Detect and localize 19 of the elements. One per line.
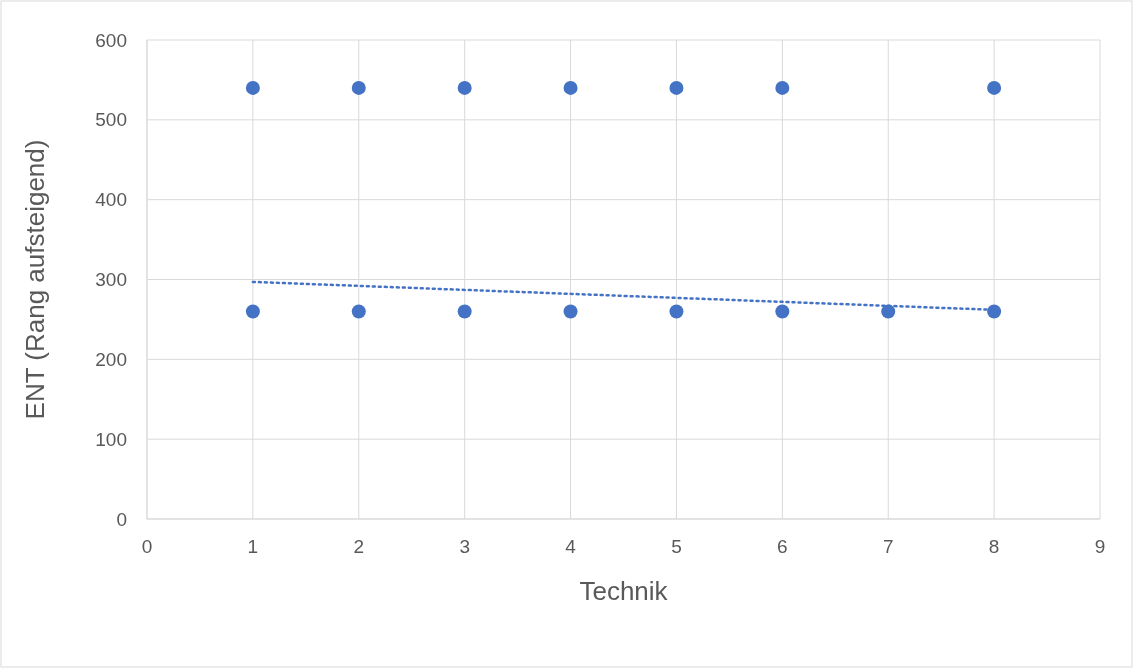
y-tick-label: 100 (95, 428, 127, 450)
x-tick-label: 7 (882, 536, 894, 557)
x-tick-label: 4 (565, 536, 577, 557)
x-tick-label: 1 (247, 536, 259, 557)
y-tick-label: 0 (116, 508, 127, 530)
x-axis-title: Technik (579, 576, 669, 606)
x-tick-label: 8 (988, 536, 1000, 557)
y-tick-label: 200 (95, 348, 127, 370)
y-tick-label: 300 (95, 269, 127, 291)
x-tick-label: 0 (141, 536, 153, 557)
y-tick-label: 500 (95, 109, 127, 131)
x-tick-label: 2 (353, 536, 365, 557)
x-tick-label: 5 (671, 536, 682, 557)
x-tick-label: 9 (1094, 536, 1106, 557)
y-axis-title: ENT (Rang aufsteigend) (20, 139, 50, 420)
x-tick-label: 6 (777, 536, 788, 557)
y-tick-label: 600 (95, 29, 127, 51)
y-tick-label: 400 (95, 189, 127, 211)
x-tick-label: 3 (459, 536, 470, 557)
